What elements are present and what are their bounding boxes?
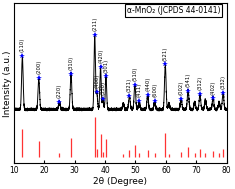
X-axis label: 2θ (Degree): 2θ (Degree) xyxy=(93,177,147,186)
Text: (440): (440) xyxy=(145,77,150,91)
Text: (332): (332) xyxy=(221,75,226,89)
Text: (312): (312) xyxy=(197,76,203,90)
Text: (541): (541) xyxy=(186,73,191,87)
Text: (600): (600) xyxy=(152,83,157,98)
Text: (110): (110) xyxy=(20,38,25,52)
Text: (521): (521) xyxy=(163,46,168,60)
Text: (411): (411) xyxy=(137,83,142,97)
Text: (211): (211) xyxy=(92,17,97,31)
Text: (400): (400) xyxy=(94,74,99,88)
Text: α-MnO₂ (JCPDS 44-0141): α-MnO₂ (JCPDS 44-0141) xyxy=(127,6,220,15)
Text: (402): (402) xyxy=(211,80,215,94)
Text: (510): (510) xyxy=(132,67,137,81)
Text: (420): (420) xyxy=(98,49,103,63)
Text: (200): (200) xyxy=(36,60,41,74)
Text: (310): (310) xyxy=(69,56,74,70)
Text: (220): (220) xyxy=(57,84,62,98)
Text: (330): (330) xyxy=(100,81,106,95)
Text: (321): (321) xyxy=(127,78,132,92)
Text: (002): (002) xyxy=(179,81,184,95)
Text: (301): (301) xyxy=(103,58,109,73)
Y-axis label: Intensity (a.u.): Intensity (a.u.) xyxy=(4,50,12,117)
